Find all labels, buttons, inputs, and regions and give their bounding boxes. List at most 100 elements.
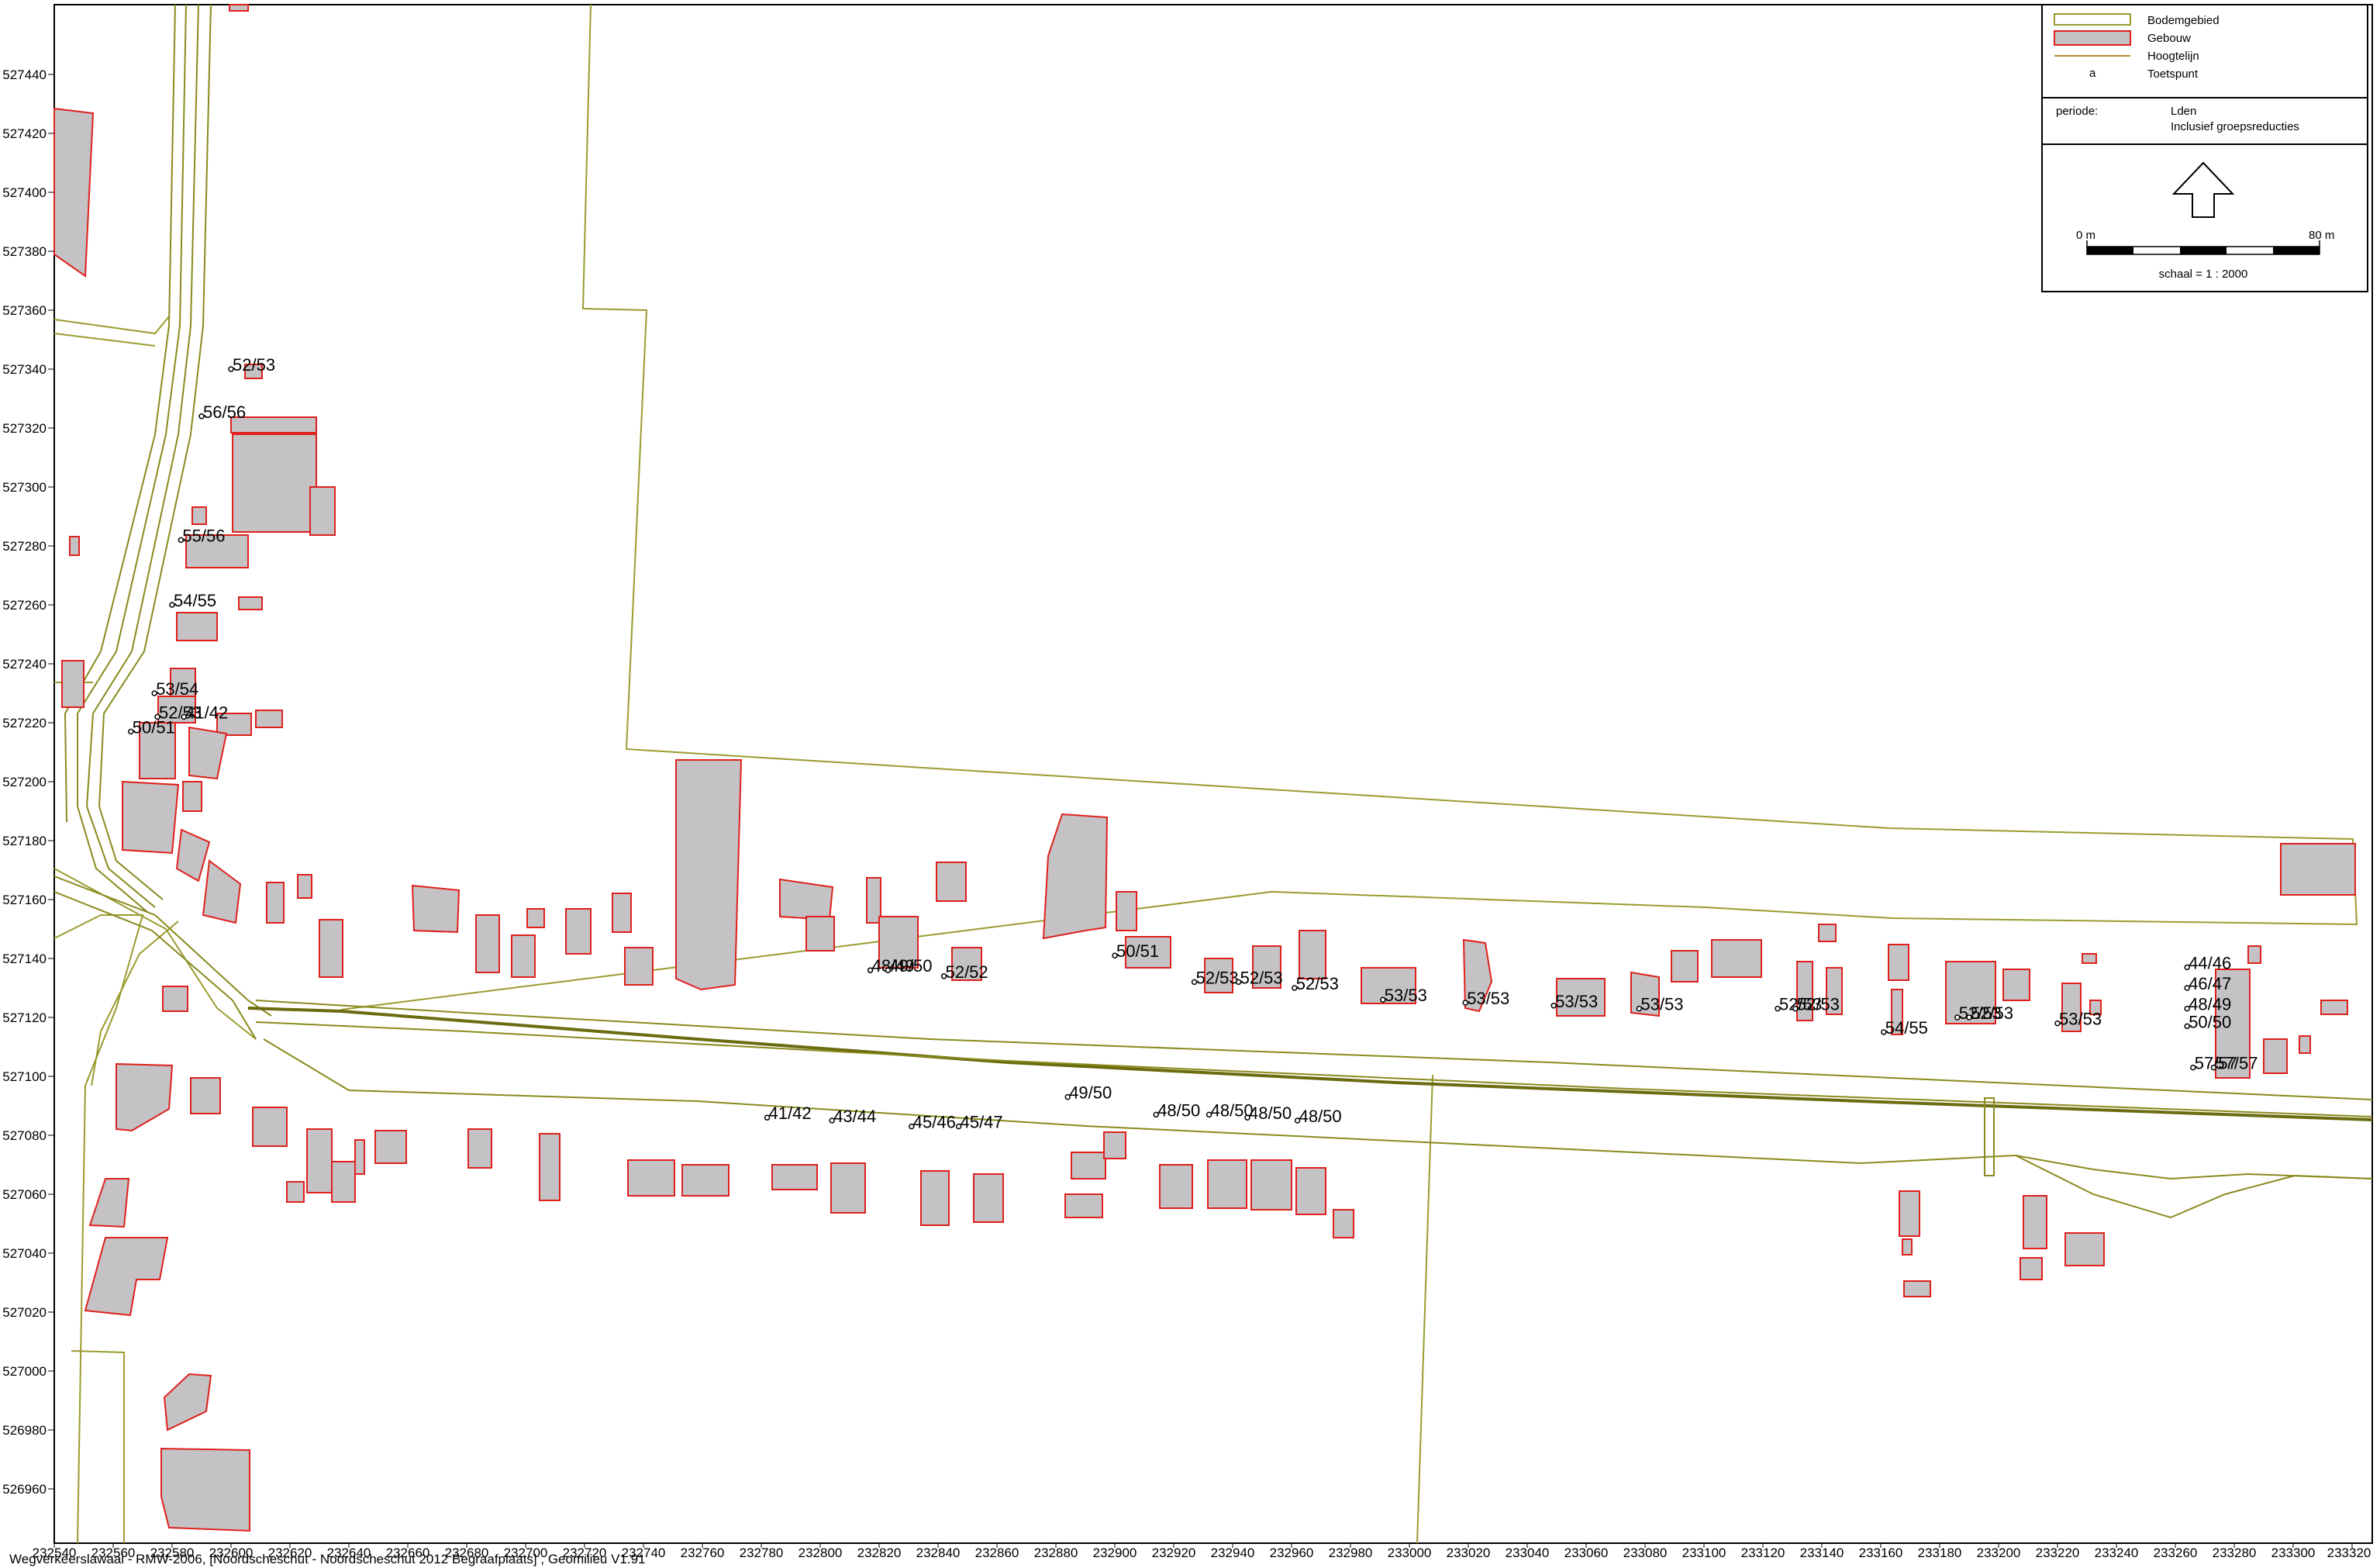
toetspunt-marker[interactable] xyxy=(1775,1005,1781,1012)
bodemgebied-lines xyxy=(53,4,2358,1544)
toetspunt-marker[interactable] xyxy=(1294,1117,1301,1124)
toetspunt-label: 53/53 xyxy=(1555,992,1598,1011)
toetspunt-marker[interactable] xyxy=(2184,1023,2190,1030)
toetspunt-label: 52/53 xyxy=(159,703,202,722)
y-tick-label: 527000 xyxy=(2,1364,47,1379)
toetspunt-label: 53/53 xyxy=(1467,989,1509,1008)
toetspunt-marker[interactable] xyxy=(2184,985,2190,991)
scale-ratio-label: schaal = 1 : 2000 xyxy=(2159,268,2248,281)
y-tick-label: 527300 xyxy=(2,480,47,495)
toetspunt-label: 52/53 xyxy=(1779,995,1822,1014)
toetspunt-marker[interactable] xyxy=(1292,985,1298,991)
toetspunt-marker[interactable] xyxy=(1462,1000,1468,1006)
x-tick-label: 232580 xyxy=(150,1546,195,1560)
toetspunt-label: 52/53 xyxy=(1797,995,1840,1014)
toetspunt-label: 54/55 xyxy=(1885,1018,1928,1038)
x-tick-label: 233080 xyxy=(1623,1546,1668,1560)
toetspunt-marker[interactable] xyxy=(2184,964,2190,971)
toetspunt-marker[interactable] xyxy=(1206,1111,1212,1118)
toetspunt-marker[interactable] xyxy=(1244,1114,1250,1121)
toetspunt-marker[interactable] xyxy=(1881,1029,1887,1035)
x-tick-label: 233040 xyxy=(1506,1546,1550,1560)
x-tick-label: 232900 xyxy=(1093,1546,1137,1560)
x-tick-label: 233160 xyxy=(1859,1546,1903,1560)
toetspunt-marker[interactable] xyxy=(1550,1003,1557,1009)
x-tick-label: 232680 xyxy=(445,1546,489,1560)
toetspunt-marker[interactable] xyxy=(909,1123,915,1130)
x-tick-label: 232820 xyxy=(857,1546,902,1560)
toetspunt-label: 55/56 xyxy=(182,526,225,545)
toetspunt-marker[interactable] xyxy=(940,973,947,979)
toetspunt-marker[interactable] xyxy=(198,413,205,420)
x-tick-label: 233320 xyxy=(2327,1546,2371,1560)
y-tick-label: 527220 xyxy=(2,716,47,730)
y-tick-label: 527120 xyxy=(2,1010,47,1025)
x-tick-label: 232760 xyxy=(681,1546,725,1560)
toetspunt-marker[interactable] xyxy=(867,967,874,973)
toetspunt-label: 45/47 xyxy=(961,1113,1003,1132)
toetspunt-marker[interactable] xyxy=(1235,979,1242,986)
x-tick-label: 233120 xyxy=(1741,1546,1785,1560)
toetspunt-marker[interactable] xyxy=(1112,952,1118,958)
toetspunt-label: 52/53 xyxy=(1240,968,1283,987)
toetspunt-label: 52/53 xyxy=(1971,1003,2013,1023)
y-tick-label: 527020 xyxy=(2,1305,47,1320)
toetspunt-label: 53/53 xyxy=(1385,986,1427,1005)
toetspunt-marker[interactable] xyxy=(178,537,185,544)
toetspunt-marker[interactable] xyxy=(2210,1064,2217,1071)
toetspunt-marker[interactable] xyxy=(228,366,234,372)
buildings xyxy=(53,4,2356,1532)
toetspunt-marker[interactable] xyxy=(1792,1005,1799,1012)
toetspunt-marker[interactable] xyxy=(1153,1111,1159,1118)
toetspunt-marker[interactable] xyxy=(1380,996,1386,1003)
legend-item-bodemgebied: Bodemgebied xyxy=(2054,13,2220,27)
legend-item-hoogtelijn: Hoogtelijn xyxy=(2054,50,2199,63)
toetspunt-marker[interactable] xyxy=(1191,979,1198,986)
y-tick-label: 526960 xyxy=(2,1482,47,1497)
y-tick-label: 527280 xyxy=(2,539,47,554)
legend-label-gebouw: Gebouw xyxy=(2147,32,2191,45)
toetspunt-marker[interactable] xyxy=(2190,1064,2196,1071)
toetspunt-marker[interactable] xyxy=(1966,1014,1972,1021)
x-tick-label: 233020 xyxy=(1447,1546,1491,1560)
toetspunt-marker[interactable] xyxy=(1064,1093,1071,1100)
toetspunt-marker[interactable] xyxy=(1954,1014,1961,1021)
toetspunt-marker[interactable] xyxy=(955,1123,962,1130)
x-tick-label: 233300 xyxy=(2271,1546,2316,1560)
y-tick-label: 527100 xyxy=(2,1069,47,1084)
periode-value: Lden xyxy=(2171,105,2196,118)
toetspunt-label: 56/56 xyxy=(203,402,246,422)
legend-label-bodemgebied: Bodemgebied xyxy=(2147,14,2220,27)
legend-item-toetspunt: a Toetspunt xyxy=(2089,67,2199,81)
toetspunt-label: 52/53 xyxy=(233,355,275,375)
toetspunt-label: 48/50 xyxy=(1299,1107,1342,1126)
x-tick-label: 232980 xyxy=(1329,1546,1373,1560)
toetspunt-marker[interactable] xyxy=(181,713,187,720)
legend: Bodemgebied Gebouw Hoogtelijn a Toetspun… xyxy=(2041,4,2368,292)
toetspunt-marker[interactable] xyxy=(2184,1005,2190,1012)
toetspunt-marker[interactable] xyxy=(2054,1020,2061,1027)
scale-end-label: 80 m xyxy=(2309,229,2334,242)
x-tick-label: 232640 xyxy=(327,1546,371,1560)
toetspunt-marker[interactable] xyxy=(764,1114,771,1121)
toetspunt-label: 53/53 xyxy=(1640,995,1683,1014)
toetspunt-marker[interactable] xyxy=(1636,1005,1643,1012)
y-tick-label: 527420 xyxy=(2,126,47,141)
toetspunt-marker[interactable] xyxy=(829,1117,835,1124)
y-tick-label: 527260 xyxy=(2,598,47,613)
toetspunt-marker[interactable] xyxy=(885,967,892,973)
toetspunt-marker[interactable] xyxy=(154,713,160,720)
toetspunt-label: 48/50 xyxy=(1157,1100,1200,1120)
road-lines xyxy=(53,4,2373,1219)
toetspunt-marker[interactable] xyxy=(151,690,157,696)
toetspunt-marker[interactable] xyxy=(128,728,134,735)
toetspunt-marker[interactable] xyxy=(169,602,175,608)
y-tick-label: 526980 xyxy=(2,1423,47,1438)
x-tick-label: 233100 xyxy=(1682,1546,1726,1560)
toetspunt-label: 52/52 xyxy=(946,962,988,982)
toetspunt-label: 54/55 xyxy=(174,591,216,610)
x-tick-label: 232860 xyxy=(975,1546,1019,1560)
toetspunt-symbol-icon: a xyxy=(2089,67,2096,80)
toetspunt-label: 53/53 xyxy=(2059,1010,2102,1029)
